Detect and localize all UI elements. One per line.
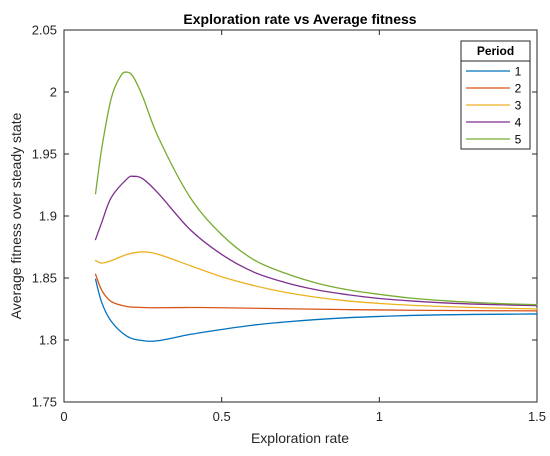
series-line-period-3 (94, 251, 538, 310)
y-tick-label: 2.05 (32, 23, 57, 38)
x-tick-label: 1 (376, 409, 383, 424)
x-tick-label: 0 (60, 409, 67, 424)
series-line-period-4 (94, 175, 538, 307)
legend-box (460, 40, 531, 150)
x-tick-label: 0.5 (213, 409, 231, 424)
y-axis: 1.75 1.8 1.85 1.9 1.95 2 2.05 (32, 23, 537, 410)
y-tick-label: 1.9 (39, 209, 57, 224)
series-layer (94, 71, 538, 342)
y-tick-label: 1.8 (39, 333, 57, 348)
legend-label-period-5: 5 (515, 133, 522, 147)
y-axis-label: Average fitness over steady state (8, 112, 24, 319)
x-tick-label: 1.5 (528, 409, 546, 424)
y-tick-label: 1.85 (32, 271, 57, 286)
x-axis: 0 0.5 1 1.5 (60, 30, 546, 424)
y-tick-label: 1.95 (32, 147, 57, 162)
y-tick-label: 2 (50, 85, 57, 100)
y-tick-label: 1.75 (32, 395, 57, 410)
legend-label-period-2: 2 (515, 82, 522, 96)
x-axis-label: Exploration rate (251, 430, 349, 446)
legend-label-period-3: 3 (515, 99, 522, 113)
series-line-period-2 (94, 273, 538, 312)
series-line-period-1 (94, 278, 538, 342)
legend-entries: 1 2 3 4 5 (466, 65, 522, 147)
legend: Period 1 2 3 4 5 (460, 40, 531, 150)
chart-title: Exploration rate vs Average fitness (183, 11, 416, 27)
series-line-period-5 (94, 71, 538, 306)
legend-label-period-4: 4 (515, 116, 522, 130)
legend-title: Period (477, 44, 514, 58)
legend-label-period-1: 1 (515, 65, 522, 79)
